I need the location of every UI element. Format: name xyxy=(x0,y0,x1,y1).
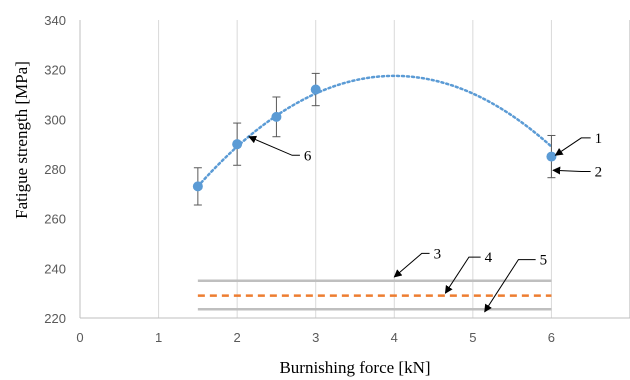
y-tick-label: 300 xyxy=(44,112,66,127)
annotation-arrow xyxy=(445,257,480,293)
annotation-label: 6 xyxy=(304,148,312,164)
annotation-arrow xyxy=(553,170,591,171)
x-axis-title: Burnishing force [kN] xyxy=(279,358,430,377)
trendline-path xyxy=(198,76,552,186)
data-point xyxy=(311,85,321,95)
x-tick-label: 6 xyxy=(548,330,555,345)
y-tick-label: 340 xyxy=(44,13,66,28)
annotation-label: 3 xyxy=(434,246,442,262)
reference-lines xyxy=(198,281,552,310)
annotation-arrow xyxy=(249,137,300,156)
annotation-arrow xyxy=(485,260,536,312)
y-tick-label: 240 xyxy=(44,261,66,276)
annotation-label: 2 xyxy=(595,164,603,180)
annotation-arrow xyxy=(555,138,590,155)
axes xyxy=(80,20,630,318)
x-tick-label: 2 xyxy=(234,330,241,345)
y-tick-label: 260 xyxy=(44,212,66,227)
annotation-label: 5 xyxy=(540,253,548,269)
annotation-2: 2 xyxy=(553,164,602,180)
annotation-6: 6 xyxy=(249,137,312,165)
y-tick-label: 280 xyxy=(44,162,66,177)
y-axis-title: Fatigue strength [MPa] xyxy=(12,61,31,219)
data-point xyxy=(193,181,203,191)
annotation-label: 1 xyxy=(595,131,603,147)
x-tick-label: 4 xyxy=(391,330,398,345)
data-point xyxy=(271,112,281,122)
x-tick-label: 3 xyxy=(312,330,319,345)
annotation-3: 3 xyxy=(394,246,441,277)
error-bars xyxy=(194,73,556,205)
x-tick-label: 0 xyxy=(76,330,83,345)
y-tick-label: 320 xyxy=(44,63,66,78)
trendline xyxy=(198,76,552,186)
data-point xyxy=(546,152,556,162)
y-tick-label: 220 xyxy=(44,311,66,326)
annotation-4: 4 xyxy=(445,250,492,293)
annotation-1: 1 xyxy=(555,131,602,155)
x-tick-label: 5 xyxy=(469,330,476,345)
annotation-arrow xyxy=(394,253,429,277)
x-tick-label: 1 xyxy=(155,330,162,345)
annotation-label: 4 xyxy=(485,250,493,266)
data-point xyxy=(232,139,242,149)
annotation-5: 5 xyxy=(485,253,548,312)
grid xyxy=(159,20,630,318)
